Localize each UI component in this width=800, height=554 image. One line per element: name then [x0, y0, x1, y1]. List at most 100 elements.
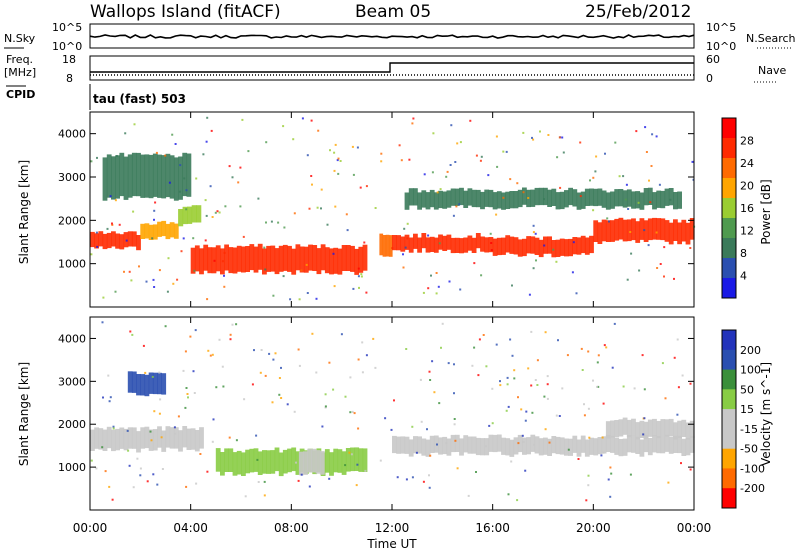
heatmap-cell [660, 190, 666, 209]
heatmap-speckle [139, 467, 142, 470]
heatmap-cell [308, 244, 313, 271]
heatmap-cell [677, 222, 682, 245]
heatmap-cell [196, 205, 202, 223]
colorbar-tick-label: 15 [740, 403, 754, 416]
heatmap-speckle [257, 197, 260, 200]
velocity-y-axis: 1000 2000 3000 4000 [58, 332, 694, 474]
velocity-ylabel: Slant Range [km] [17, 362, 31, 466]
heatmap-speckle [222, 385, 225, 388]
heatmap-speckle [144, 371, 147, 374]
heatmap-cell [303, 451, 308, 475]
heatmap-speckle [380, 152, 383, 155]
heatmap-speckle [606, 217, 609, 220]
heatmap-speckle [272, 294, 275, 297]
heatmap-speckle [431, 360, 434, 363]
heatmap-speckle [359, 186, 362, 189]
heatmap-cell [396, 436, 401, 454]
heatmap-speckle [228, 165, 231, 168]
heatmap-speckle [255, 434, 258, 437]
heatmap-speckle [676, 413, 679, 416]
heatmap-speckle [295, 461, 297, 464]
heatmap-speckle [161, 468, 164, 470]
heatmap-speckle [153, 410, 156, 413]
heatmap-speckle [215, 386, 218, 389]
heatmap-cell [400, 436, 406, 454]
heatmap-cell [505, 438, 511, 456]
heatmap-speckle [126, 429, 129, 432]
heatmap-speckle [643, 229, 646, 232]
heatmap-speckle [271, 401, 274, 404]
y-tick-label: 1000 [58, 461, 86, 474]
heatmap-speckle [239, 205, 242, 208]
heatmap-cell [245, 246, 250, 272]
heatmap-speckle [411, 425, 414, 428]
heatmap-speckle [677, 386, 680, 389]
heatmap-cell [106, 426, 112, 449]
heatmap-cell [647, 438, 653, 456]
heatmap-cell [505, 191, 511, 209]
heatmap-cell [580, 435, 586, 453]
heatmap-speckle [185, 485, 188, 488]
colorbar-segment [722, 218, 736, 239]
heatmap-cell [471, 436, 477, 454]
heatmap-speckle [544, 331, 547, 334]
heatmap-speckle [241, 118, 244, 121]
heatmap-speckle [664, 397, 667, 400]
heatmap-cell [224, 244, 229, 271]
colorbar-tick-label: 100 [740, 364, 761, 377]
heatmap-cell [354, 447, 360, 471]
heatmap-speckle [406, 222, 409, 225]
power-colorbar: 28 24 20 16 12 8 4 [721, 117, 754, 299]
heatmap-cell [152, 429, 158, 451]
heatmap-cell [127, 231, 133, 247]
heatmap-cell [404, 234, 410, 250]
heatmap-cell [119, 152, 125, 197]
heatmap-speckle [522, 131, 525, 134]
heatmap-speckle [306, 292, 309, 294]
heatmap-speckle [210, 129, 213, 132]
heatmap-speckle [673, 356, 676, 359]
heatmap-cell [220, 452, 225, 476]
heatmap-speckle [548, 441, 551, 444]
heatmap-speckle [218, 338, 221, 341]
heatmap-cell [123, 428, 129, 451]
colorbar-tick-label: -50 [740, 443, 758, 456]
heatmap-speckle [324, 405, 327, 408]
heatmap-speckle [448, 280, 451, 283]
heatmap-speckle [579, 195, 582, 198]
heatmap-speckle [627, 208, 630, 210]
heatmap-speckle [123, 270, 125, 273]
heatmap-cell [157, 221, 162, 237]
heatmap-speckle [360, 275, 363, 278]
heatmap-cell [232, 247, 238, 274]
velocity-colorbar-label: Velocity [m s^-1] [759, 362, 773, 466]
heatmap-cell [580, 235, 586, 254]
colorbar-segment [722, 258, 736, 279]
heatmap-speckle [676, 338, 679, 341]
heatmap-speckle [132, 486, 135, 489]
heatmap-speckle [595, 155, 598, 158]
heatmap-speckle [153, 209, 156, 212]
heatmap-speckle [195, 482, 198, 485]
heatmap-speckle [558, 136, 561, 139]
heatmap-speckle [585, 499, 588, 502]
heatmap-speckle [552, 248, 555, 251]
heatmap-cell [404, 436, 410, 454]
heatmap-speckle [167, 257, 170, 260]
heatmap-speckle [437, 285, 440, 288]
heatmap-cell [144, 374, 150, 397]
heatmap-speckle [390, 428, 393, 431]
heatmap-cell [543, 236, 548, 254]
heatmap-cell [131, 427, 137, 449]
heatmap-cell [127, 154, 133, 198]
heatmap-speckle [244, 495, 247, 498]
power-heatmap [90, 116, 696, 301]
heatmap-cell [115, 428, 120, 451]
colorbar-segment [722, 178, 736, 199]
heatmap-speckle [282, 125, 285, 128]
freq-tick-top: 18 [62, 53, 76, 66]
heatmap-speckle [104, 470, 107, 473]
heatmap-speckle [513, 369, 516, 372]
colorbar-tick-label: 12 [740, 225, 754, 238]
heatmap-speckle [651, 133, 654, 136]
